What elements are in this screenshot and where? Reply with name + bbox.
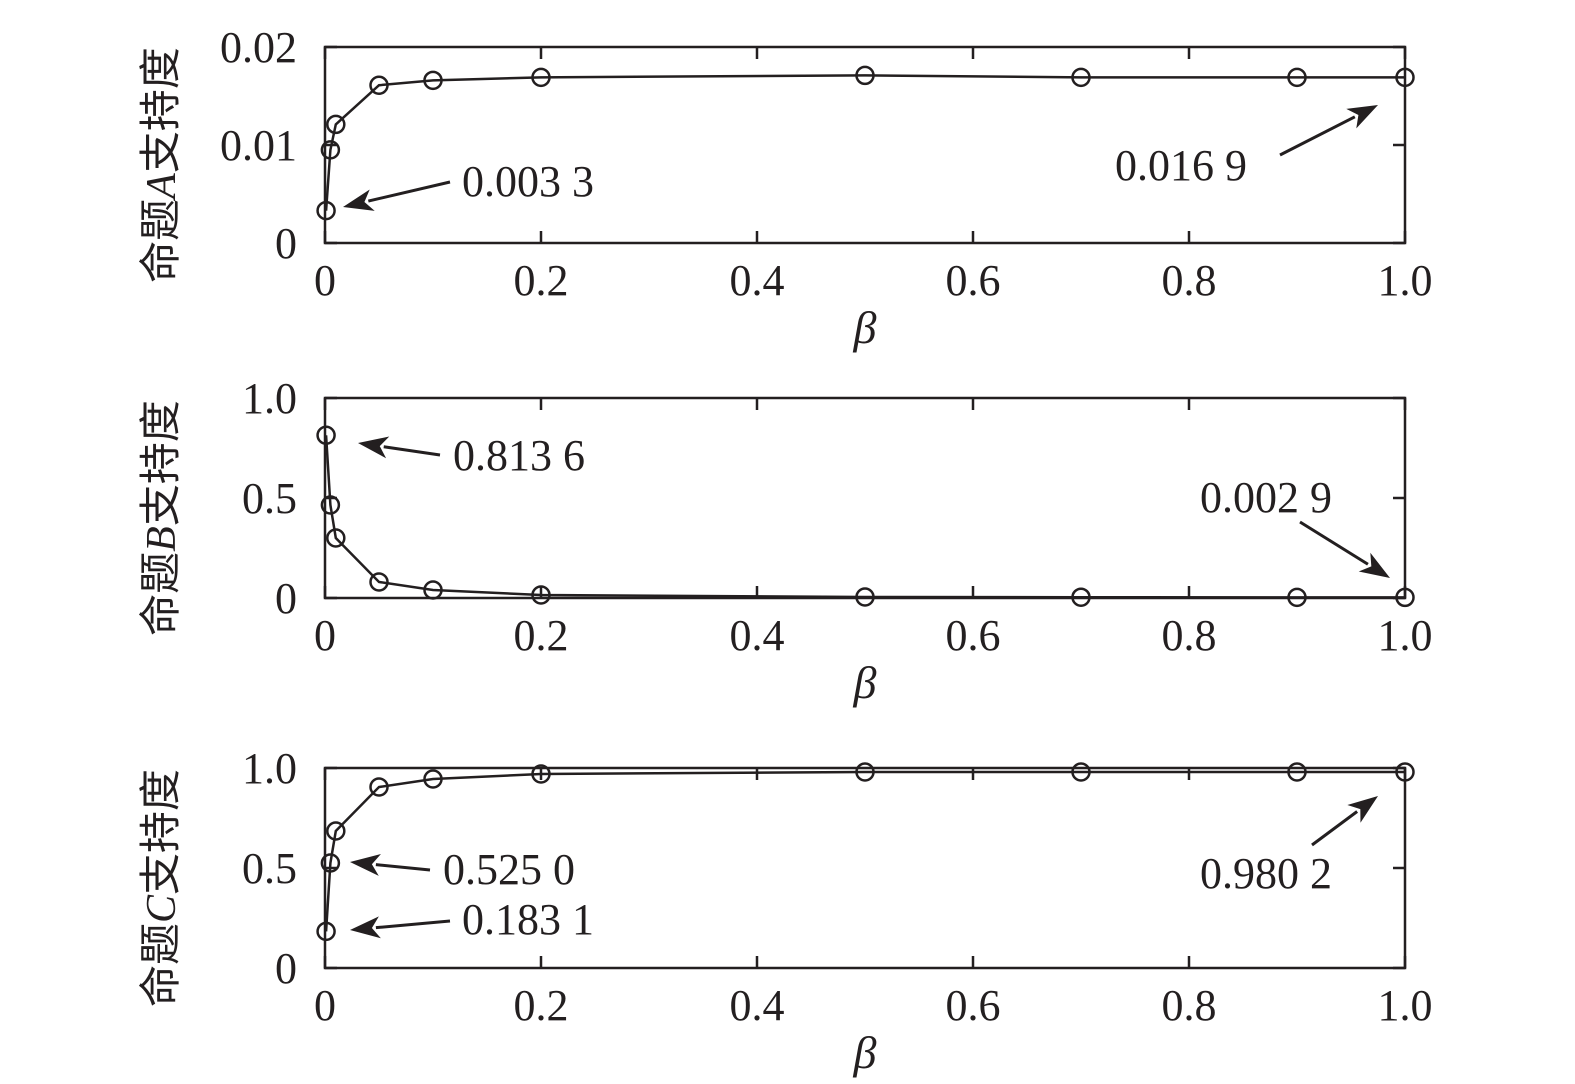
data-point [531, 67, 551, 88]
data-point [369, 75, 389, 95]
x-tick-label: 0.6 [946, 256, 1001, 305]
arrow-head [343, 189, 375, 211]
data-point [320, 853, 341, 873]
x-tick-label: 0.6 [946, 981, 1001, 1030]
x-tick-label: 0 [314, 256, 336, 305]
x-tick-label: 0.8 [1162, 256, 1217, 305]
y-tick-label: 0 [275, 574, 297, 623]
data-point [855, 762, 875, 782]
x-axis-label: β [853, 657, 877, 708]
data-point [1287, 67, 1307, 88]
data-point [855, 65, 875, 86]
subplot-B: 0 0.2 0.4 0.6 0.8 1.0 0 0.5 1.0 β 命题B支持度 0.813 6 0.0… [138, 374, 1433, 708]
arrow-head [350, 916, 381, 939]
y-tick-label: 1.0 [242, 744, 297, 793]
x-tick-label: 0.6 [946, 611, 1001, 660]
annotation-label: 0.980 2 [1200, 849, 1332, 898]
data-point [320, 140, 341, 160]
annotation-arrow [1299, 520, 1369, 566]
data-point [1071, 67, 1091, 88]
data-point [1071, 587, 1091, 607]
annotation-label: 0.813 6 [453, 431, 585, 480]
y-tick-label: 0.5 [242, 474, 297, 523]
data-point [326, 528, 346, 548]
x-tick-label: 0.8 [1162, 611, 1217, 660]
data-point [423, 580, 443, 600]
y-tick-label: 0 [275, 944, 297, 993]
annotation-label: 0.002 9 [1200, 473, 1332, 522]
data-point [423, 769, 443, 789]
annotation-arrow [1279, 115, 1356, 157]
x-tick-label: 0.8 [1162, 981, 1217, 1030]
series-line [324, 435, 1406, 599]
subplot-C: 0 0.2 0.4 0.6 0.8 1.0 0 0.5 1.0 β 命题C支持度 0.525 00.1… [138, 744, 1433, 1078]
data-point [423, 70, 443, 91]
data-point [1395, 587, 1415, 608]
x-tick-label: 0 [314, 981, 336, 1030]
x-tick-label: 0.2 [514, 256, 569, 305]
data-point [855, 587, 875, 607]
annotation-arrow [375, 919, 451, 930]
data-point [1395, 762, 1415, 782]
x-axis-label: β [853, 1027, 877, 1078]
annotation-arrow [367, 180, 451, 203]
data-point [316, 200, 336, 221]
x-tick-label: 0.2 [514, 611, 569, 660]
y-tick-label: 0 [275, 219, 297, 268]
data-point [531, 585, 551, 605]
data-point [1287, 762, 1307, 782]
data-point [326, 114, 346, 135]
annotation-arrow [383, 445, 441, 457]
arrow-head [350, 854, 381, 876]
annotation-label: 0.003 3 [462, 157, 594, 206]
arrow-head [1346, 105, 1378, 129]
data-point [1287, 587, 1307, 608]
annotation-label: 0.525 0 [443, 845, 575, 894]
annotation-arrow [375, 863, 431, 872]
series-line [324, 74, 1405, 211]
x-tick-label: 0.4 [730, 981, 785, 1030]
y-tick-label: 1.0 [242, 374, 297, 423]
series-line [324, 770, 1406, 932]
data-point [316, 921, 336, 942]
x-tick-label: 1.0 [1378, 981, 1433, 1030]
y-axis-label: 命题A支持度 [138, 47, 185, 283]
x-tick-label: 1.0 [1378, 256, 1433, 305]
data-point [316, 425, 336, 446]
x-tick-label: 0 [314, 611, 336, 660]
arrow-head [1347, 796, 1378, 823]
arrow-head [1358, 552, 1390, 578]
x-axis-label: β [853, 302, 877, 353]
x-tick-label: 1.0 [1378, 611, 1433, 660]
x-tick-label: 0.4 [730, 611, 785, 660]
x-tick-label: 0.4 [730, 256, 785, 305]
y-tick-label: 0.02 [220, 23, 297, 72]
y-tick-label: 0.01 [220, 121, 297, 170]
annotation-label: 0.183 1 [462, 895, 594, 944]
x-tick-label: 0.2 [514, 981, 569, 1030]
data-point [369, 572, 389, 592]
subplot-A: 0 0.2 0.4 0.6 0.8 1.0 0 0.01 0.02 β 命题A支持度 0.003 3 0… [138, 23, 1433, 353]
data-point [320, 495, 341, 515]
data-point [531, 764, 551, 784]
data-point [1395, 67, 1415, 88]
data-point [326, 821, 346, 841]
annotation-label: 0.016 9 [1115, 141, 1247, 190]
data-point [369, 777, 389, 797]
y-axis-label: 命题C支持度 [138, 769, 185, 1007]
y-tick-label: 0.5 [242, 844, 297, 893]
annotation-arrow [1311, 810, 1359, 847]
data-point [1071, 762, 1091, 782]
y-axis-label: 命题B支持度 [138, 400, 185, 636]
arrow-head [358, 436, 390, 459]
